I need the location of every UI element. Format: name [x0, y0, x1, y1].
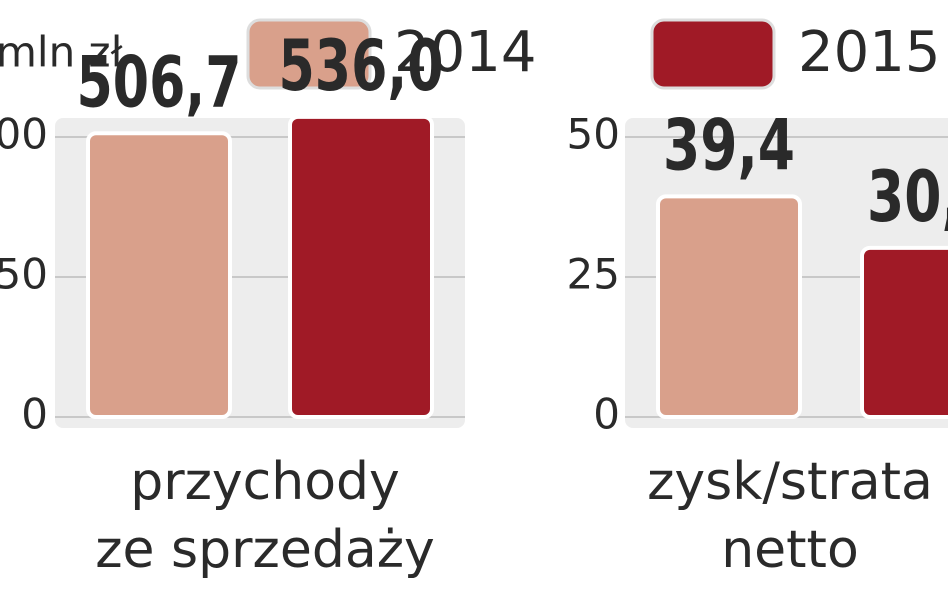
x-axis-label: ze sprzedaży — [95, 520, 435, 580]
y-tick-label: 0 — [21, 390, 48, 439]
y-tick-label: 25 — [567, 250, 620, 299]
x-axis-label: netto — [721, 520, 859, 580]
y-tick-label: 500 — [0, 110, 48, 159]
y-tick-label: 250 — [0, 250, 48, 299]
y-tick-label: 0 — [593, 390, 620, 439]
legend-swatch — [650, 18, 776, 90]
value-label: 536,0 — [279, 25, 444, 107]
unit-label: mln zł — [0, 28, 123, 77]
value-label: 30,2 — [867, 156, 948, 238]
bar — [656, 194, 802, 419]
x-axis-label: przychody — [130, 452, 400, 512]
bar — [86, 131, 232, 420]
bar — [288, 114, 434, 419]
value-label: 39,4 — [663, 104, 795, 186]
legend-label: 2015 — [798, 20, 941, 85]
y-tick-label: 50 — [567, 110, 620, 159]
x-axis-label: zysk/strata — [647, 452, 933, 512]
legend-label: 2014 — [394, 20, 537, 85]
legend-swatch — [246, 18, 372, 90]
bar — [860, 245, 948, 419]
value-label: 506,7 — [77, 41, 242, 123]
